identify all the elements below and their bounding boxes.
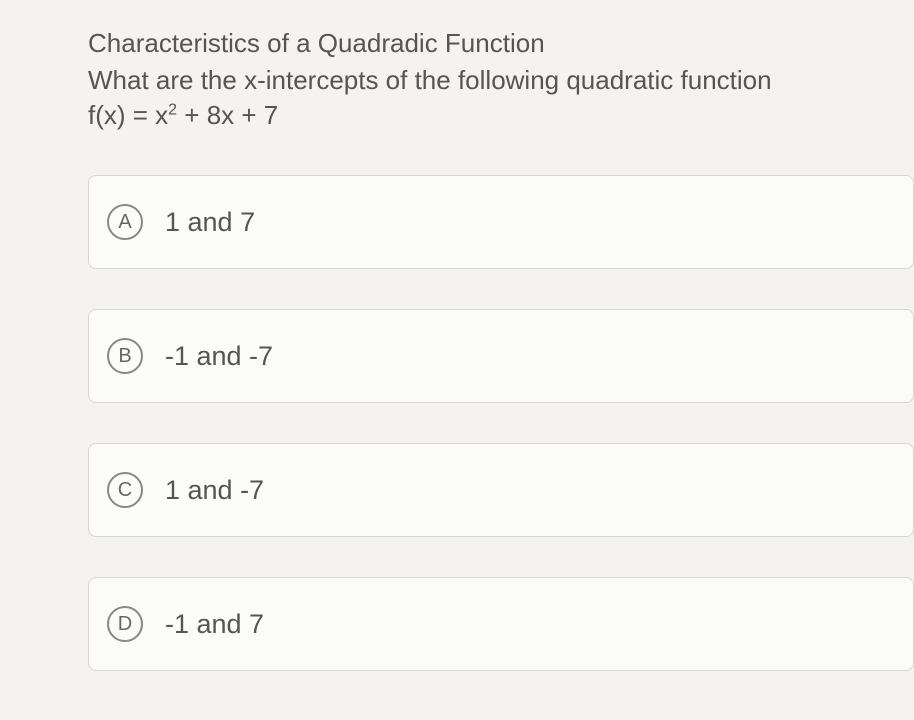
option-a[interactable]: A 1 and 7 (88, 175, 914, 269)
option-c[interactable]: C 1 and -7 (88, 443, 914, 537)
question-prompt: What are the x-intercepts of the followi… (88, 65, 914, 96)
option-d[interactable]: D -1 and 7 (88, 577, 914, 671)
option-letter-circle: C (107, 472, 143, 508)
option-text: 1 and 7 (165, 207, 255, 238)
question-formula: f(x) = x2 + 8x + 7 (88, 100, 914, 131)
option-text: -1 and -7 (165, 341, 273, 372)
options-list: A 1 and 7 B -1 and -7 C 1 and -7 D -1 an… (88, 175, 914, 671)
option-b[interactable]: B -1 and -7 (88, 309, 914, 403)
option-letter-circle: B (107, 338, 143, 374)
option-letter: C (118, 479, 132, 502)
option-text: 1 and -7 (165, 475, 264, 506)
question-heading: Characteristics of a Quadradic Function (88, 28, 914, 59)
option-letter: B (118, 345, 131, 368)
option-text: -1 and 7 (165, 609, 264, 640)
option-letter: D (118, 613, 132, 636)
question-block: Characteristics of a Quadradic Function … (88, 28, 914, 671)
option-letter-circle: A (107, 204, 143, 240)
option-letter-circle: D (107, 606, 143, 642)
option-letter: A (118, 211, 131, 234)
